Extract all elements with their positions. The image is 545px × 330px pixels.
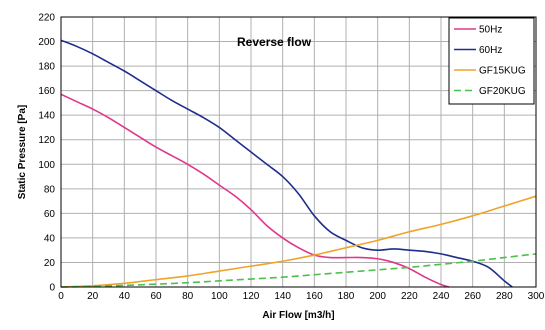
- y-tick-label: 200: [38, 37, 55, 48]
- y-tick-label: 140: [38, 111, 55, 122]
- x-tick-label: 220: [401, 291, 418, 302]
- y-tick-label: 60: [44, 209, 56, 220]
- x-tick-label: 120: [243, 291, 260, 302]
- x-tick-label: 80: [182, 291, 194, 302]
- series-line-50hz: [60, 93, 450, 288]
- y-tick-label: 100: [38, 160, 55, 171]
- legend-box: [448, 17, 535, 105]
- y-tick-label: 220: [38, 13, 55, 24]
- x-tick-label: 60: [150, 291, 162, 302]
- series-line-gf15kug: [60, 195, 537, 288]
- y-tick-label: 180: [38, 62, 55, 73]
- x-axis-title: Air Flow [m3/h]: [262, 310, 334, 321]
- y-tick-label: 80: [44, 184, 56, 195]
- y-axis-title: Static Pressure [Pa]: [17, 105, 28, 200]
- x-tick-label: 100: [211, 291, 228, 302]
- legend-label-60hz: 60Hz: [479, 45, 502, 56]
- chart-annotation: Reverse flow: [237, 35, 312, 49]
- y-tick-label: 160: [38, 86, 55, 97]
- x-tick-label: 280: [496, 291, 513, 302]
- y-tick-label: 40: [44, 233, 56, 244]
- x-tick-label: 260: [464, 291, 481, 302]
- x-tick-label: 180: [338, 291, 355, 302]
- x-tick-label: 200: [369, 291, 386, 302]
- legend-label-gf20kug: GF20KUG: [479, 86, 526, 97]
- y-tick-label: 120: [38, 135, 55, 146]
- legend-label-50hz: 50Hz: [479, 25, 502, 36]
- x-tick-label: 20: [87, 291, 99, 302]
- x-tick-label: 300: [528, 291, 545, 302]
- series-line-gf20kug: [60, 253, 537, 288]
- x-tick-label: 40: [119, 291, 131, 302]
- y-tick-label: 20: [44, 258, 56, 269]
- x-tick-label: 0: [58, 291, 64, 302]
- legend: 50Hz 60Hz GF15KUG GF20KUG: [448, 17, 535, 105]
- x-tick-label: 160: [306, 291, 323, 302]
- series-line-60hz: [60, 39, 513, 288]
- y-tick-label: 0: [49, 283, 55, 294]
- plot-frame: [60, 16, 537, 288]
- x-tick-label: 140: [274, 291, 291, 302]
- x-tick-label: 240: [433, 291, 450, 302]
- legend-label-gf15kug: GF15KUG: [479, 66, 526, 77]
